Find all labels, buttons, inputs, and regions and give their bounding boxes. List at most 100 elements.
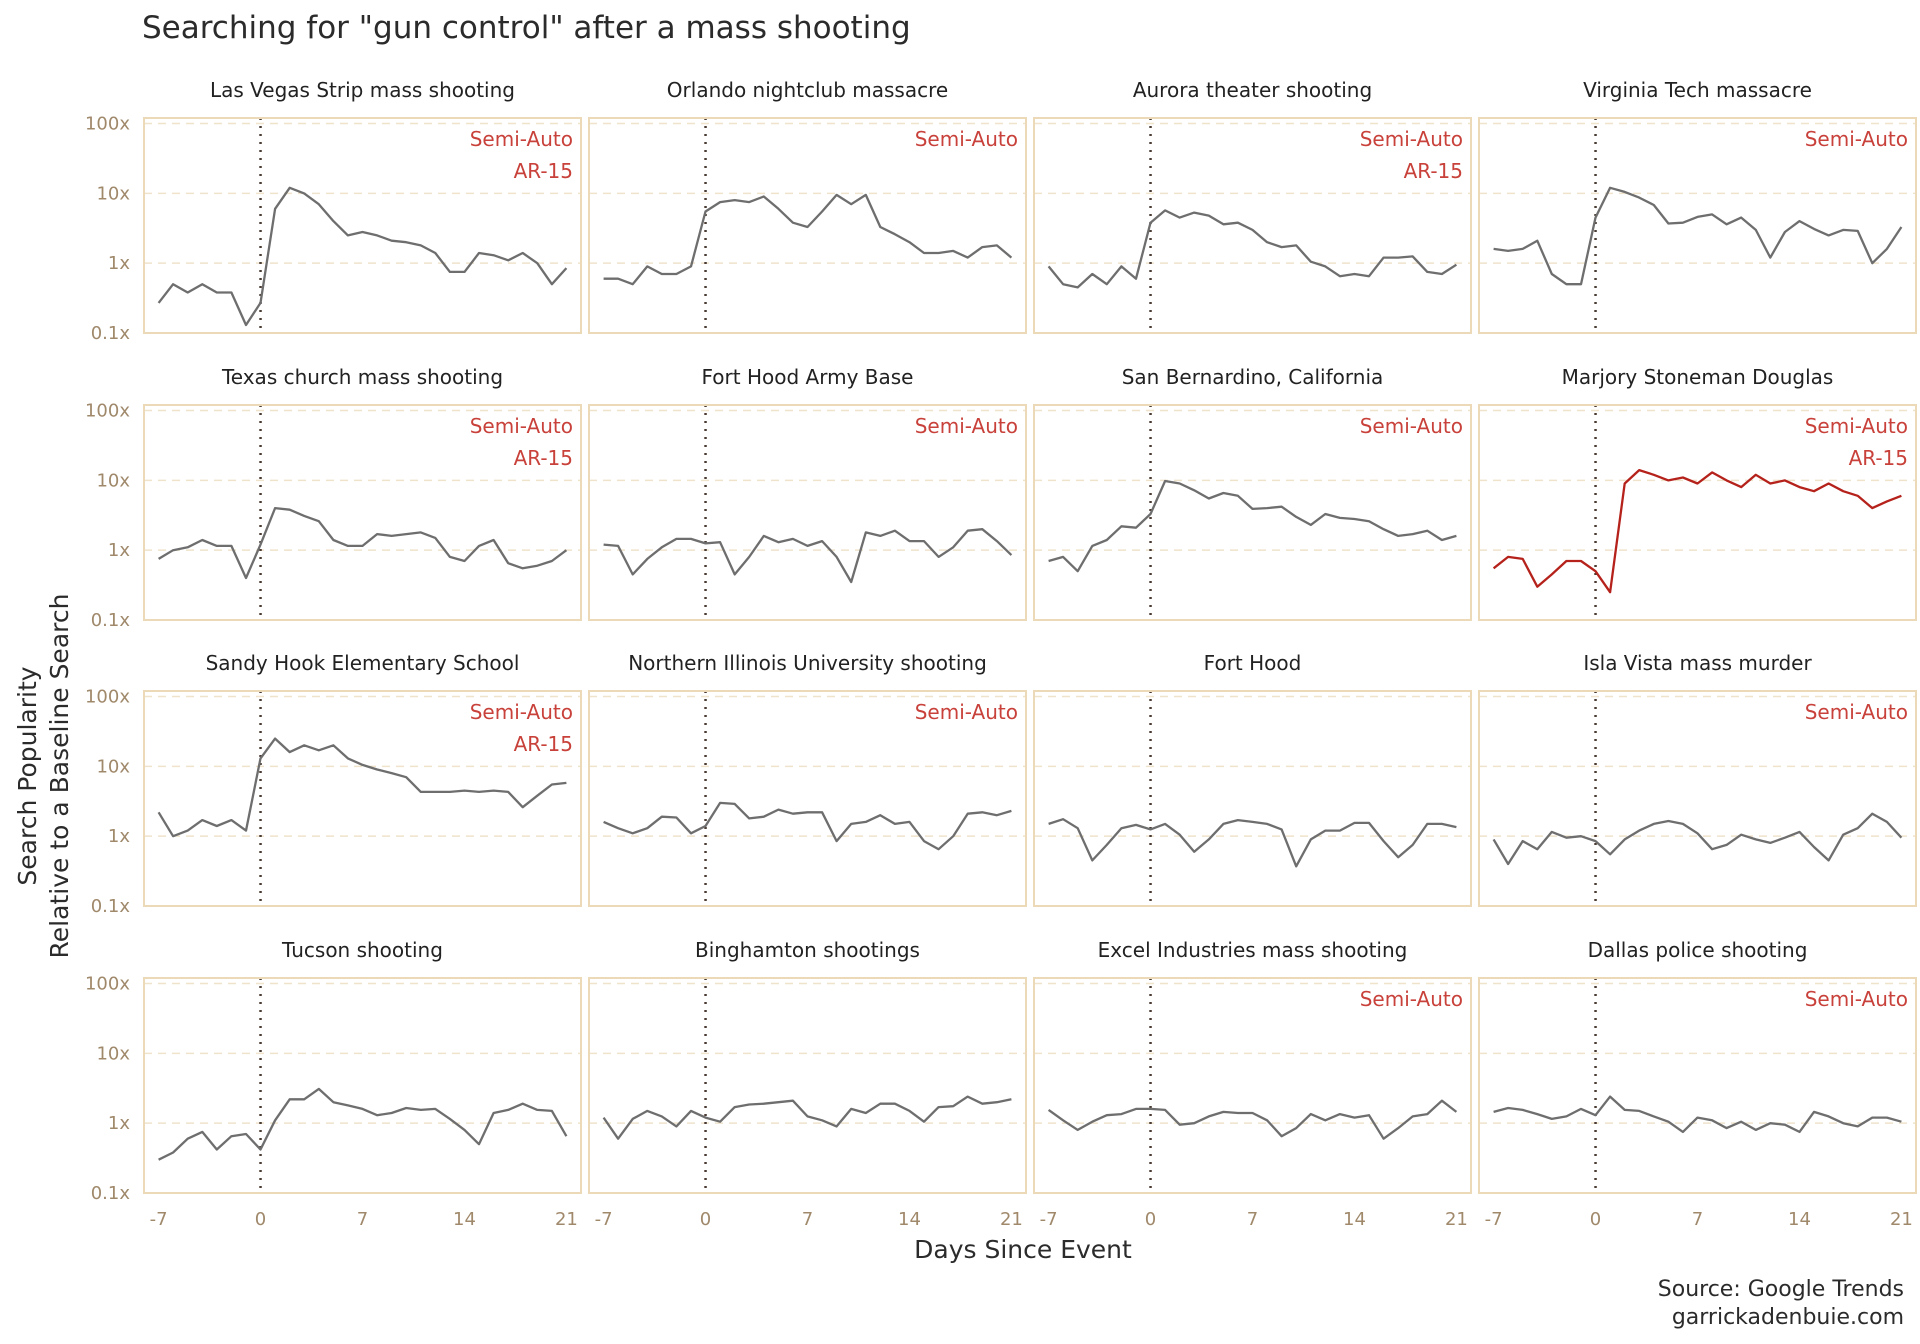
- panel-title: Tucson shooting: [281, 938, 443, 962]
- facet-panel: Isla Vista mass murder Semi-Auto: [1478, 651, 1917, 907]
- y-tick-label: 0.1x: [91, 1183, 131, 1204]
- y-tick-label: 10x: [96, 756, 130, 777]
- weapon-annotation: Semi-Auto: [470, 414, 573, 438]
- panel-border: [143, 977, 582, 1194]
- search-popularity-line: [1492, 468, 1902, 594]
- weapon-annotation: Semi-Auto: [470, 700, 573, 724]
- search-popularity-line: [1493, 186, 1903, 286]
- x-tick-label: 0: [1145, 1209, 1156, 1230]
- weapon-annotation: Semi-Auto: [915, 414, 1018, 438]
- search-popularity-line: [1493, 1095, 1902, 1134]
- y-tick-label: 1x: [108, 826, 130, 847]
- x-tick-label: 0: [700, 1209, 711, 1230]
- x-axis-ticks: -7 0 7 14 21 -7 0 7 14 21 -7 0 7 14 21 -7 0 7 14 21: [150, 1209, 1913, 1230]
- weapon-annotation: Semi-Auto: [1805, 987, 1908, 1011]
- weapon-annotation: AR-15: [514, 159, 573, 183]
- y-tick-label: 100x: [85, 687, 130, 708]
- facet-panel: Orlando nightclub massacre Semi-Auto: [588, 78, 1027, 334]
- weapon-annotation: Semi-Auto: [915, 700, 1018, 724]
- facet-panel: Tucson shooting 0.1x 1x 10x 100x: [85, 938, 582, 1204]
- weapon-annotation: AR-15: [1404, 159, 1463, 183]
- panel-border: [588, 690, 1027, 907]
- search-popularity-line: [603, 193, 1013, 286]
- search-popularity-line: [1048, 818, 1457, 868]
- x-tick-label: 0: [1590, 1209, 1601, 1230]
- facet-panel: Las Vegas Strip mass shooting 0.1x 1x 10x 10…: [85, 78, 582, 344]
- panel-title: Northern Illinois University shooting: [628, 651, 987, 675]
- weapon-annotation: AR-15: [514, 446, 573, 470]
- search-popularity-line: [1047, 1099, 1458, 1140]
- weapon-annotation: Semi-Auto: [1805, 127, 1908, 151]
- x-tick-label: -7: [150, 1209, 168, 1230]
- y-tick-label: 1x: [108, 1113, 130, 1134]
- x-tick-label: 14: [1343, 1209, 1366, 1230]
- x-tick-label: 7: [802, 1209, 813, 1230]
- panel-border: [1033, 404, 1472, 621]
- panel-title: Las Vegas Strip mass shooting: [210, 78, 515, 102]
- panel-border: [1478, 977, 1917, 1194]
- y-axis-label-line-1: Search Popularity: [13, 666, 42, 885]
- facet-panel: San Bernardino, California Semi-Auto: [1033, 365, 1472, 621]
- x-tick-label: 7: [1247, 1209, 1258, 1230]
- facet-panel: Virginia Tech massacre Semi-Auto: [1478, 78, 1917, 334]
- x-tick-label: 21: [1000, 1209, 1023, 1230]
- y-tick-label: 100x: [85, 401, 130, 422]
- panel-title: Fort Hood Army Base: [702, 365, 914, 389]
- search-popularity-line: [157, 737, 567, 838]
- caption-website: garrickadenbuie.com: [1672, 1305, 1904, 1330]
- x-tick-label: 14: [1788, 1209, 1811, 1230]
- facet-panel: Sandy Hook Elementary School 0.1x 1x 10x 100…: [85, 651, 582, 917]
- chart-title: Searching for "gun control" after a mass…: [142, 10, 911, 46]
- panel-border: [588, 977, 1027, 1194]
- y-tick-label: 100x: [85, 974, 130, 995]
- y-tick-label: 1x: [108, 540, 130, 561]
- panel-title: San Bernardino, California: [1122, 365, 1384, 389]
- y-tick-label: 10x: [96, 470, 130, 491]
- facet-panel: Marjory Stoneman Douglas Semi-Auto AR-15: [1478, 365, 1917, 621]
- panel-border: [1033, 690, 1472, 907]
- facet-panel: Fort Hood Army Base Semi-Auto: [588, 365, 1027, 621]
- facet-panel: Fort Hood: [1033, 651, 1472, 907]
- search-popularity-line: [157, 186, 568, 327]
- search-popularity-line: [603, 801, 1012, 851]
- facet-panel: Northern Illinois University shooting Sem…: [588, 651, 1027, 907]
- search-popularity-line: [1492, 812, 1903, 866]
- panel-title: Marjory Stoneman Douglas: [1562, 365, 1834, 389]
- weapon-annotation: Semi-Auto: [1360, 987, 1463, 1011]
- panel-border: [1478, 404, 1917, 621]
- x-tick-label: -7: [1485, 1209, 1503, 1230]
- search-popularity-line: [158, 1087, 568, 1161]
- search-popularity-line: [602, 1095, 1012, 1140]
- facet-panel: Dallas police shooting Semi-Auto: [1478, 938, 1917, 1194]
- panel-title: Texas church mass shooting: [221, 365, 503, 389]
- panel-title: Fort Hood: [1204, 651, 1302, 675]
- panel-title: Virginia Tech massacre: [1583, 78, 1812, 102]
- weapon-annotation: Semi-Auto: [915, 127, 1018, 151]
- panel-title: Isla Vista mass murder: [1583, 651, 1812, 675]
- x-tick-label: -7: [595, 1209, 613, 1230]
- y-tick-label: 100x: [85, 114, 130, 135]
- search-popularity-line: [1048, 479, 1457, 573]
- panel-title: Binghamton shootings: [695, 938, 920, 962]
- panel-border: [588, 117, 1027, 334]
- x-tick-label: 14: [453, 1209, 476, 1230]
- weapon-annotation: Semi-Auto: [1805, 414, 1908, 438]
- panel-border: [588, 404, 1027, 621]
- caption-source: Source: Google Trends: [1658, 1277, 1904, 1302]
- facet-panels: Las Vegas Strip mass shooting 0.1x 1x 10x 10…: [85, 78, 1917, 1204]
- x-tick-label: 14: [898, 1209, 921, 1230]
- x-tick-label: 7: [1692, 1209, 1703, 1230]
- panel-border: [143, 690, 582, 907]
- panel-title: Excel Industries mass shooting: [1098, 938, 1408, 962]
- panel-title: Orlando nightclub massacre: [667, 78, 948, 102]
- y-axis-label: Search Popularity Relative to a Baseline…: [13, 594, 74, 959]
- x-tick-label: 21: [1445, 1209, 1468, 1230]
- weapon-annotation: AR-15: [1849, 446, 1908, 470]
- panel-title: Dallas police shooting: [1588, 938, 1808, 962]
- y-tick-label: 10x: [96, 1043, 130, 1064]
- weapon-annotation: Semi-Auto: [470, 127, 573, 151]
- facet-panel: Excel Industries mass shooting Semi-Auto: [1033, 938, 1472, 1194]
- facet-panel: Texas church mass shooting 0.1x 1x 10x 100x S…: [85, 365, 582, 631]
- x-tick-label: 21: [1890, 1209, 1913, 1230]
